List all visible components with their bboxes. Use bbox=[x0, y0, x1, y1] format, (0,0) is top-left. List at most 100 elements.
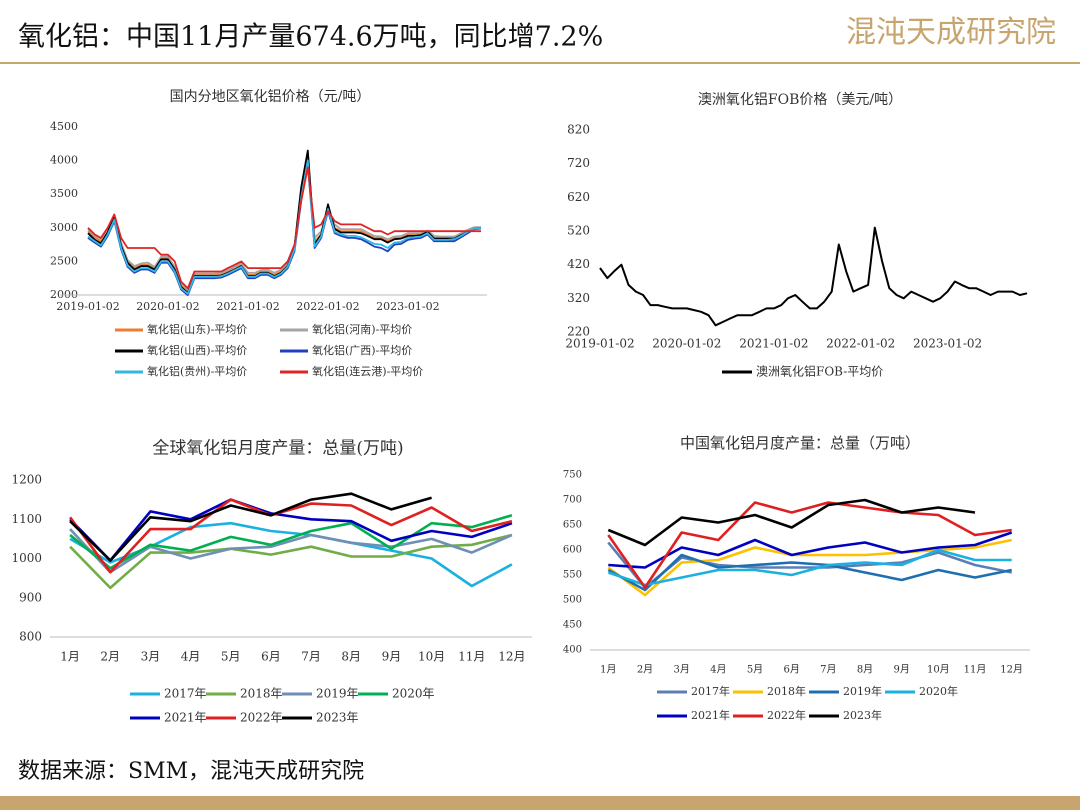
chart-title: 国内分地区氧化铝价格（元/吨） bbox=[170, 89, 371, 105]
series-line bbox=[608, 531, 1013, 569]
y-tick-label: 2500 bbox=[50, 254, 78, 267]
x-tick-label: 4月 bbox=[710, 664, 726, 676]
x-tick-label: 1月 bbox=[60, 650, 80, 664]
x-tick-label: 8月 bbox=[857, 664, 873, 676]
x-tick-label: 9月 bbox=[382, 650, 402, 664]
x-tick-label: 2023-01-02 bbox=[913, 337, 982, 351]
y-tick-label: 800 bbox=[19, 630, 42, 644]
legend-label: 2020年 bbox=[392, 687, 435, 701]
x-tick-label: 2023-01-02 bbox=[376, 300, 439, 313]
series-line bbox=[87, 156, 481, 291]
series-line bbox=[607, 538, 1012, 597]
x-tick-label: 11月 bbox=[964, 664, 987, 676]
series-line bbox=[69, 528, 513, 574]
series-line bbox=[607, 498, 976, 547]
x-tick-label: 10月 bbox=[418, 650, 445, 664]
x-tick-label: 2月 bbox=[637, 664, 653, 676]
y-tick-label: 1100 bbox=[11, 512, 42, 526]
legend-label: 氧化铝(河南)-平均价 bbox=[312, 322, 412, 336]
series-line bbox=[69, 492, 432, 562]
x-tick-label: 2020-01-02 bbox=[652, 337, 721, 351]
x-tick-label: 8月 bbox=[341, 650, 361, 664]
x-tick-label: 9月 bbox=[893, 664, 909, 676]
chart-title: 全球氧化铝月度产量：总量(万吨) bbox=[152, 439, 403, 459]
y-tick-label: 550 bbox=[563, 570, 582, 581]
y-tick-label: 720 bbox=[567, 156, 590, 170]
legend-label: 2017年 bbox=[691, 684, 730, 698]
series-line bbox=[69, 514, 513, 570]
series-line bbox=[607, 548, 1012, 587]
legend-label: 澳洲氧化铝FOB-平均价 bbox=[756, 364, 883, 379]
y-tick-label: 220 bbox=[567, 325, 590, 339]
legend-label: 2022年 bbox=[767, 708, 806, 722]
legend-label: 氧化铝(山东)-平均价 bbox=[147, 322, 247, 336]
y-tick-label: 320 bbox=[567, 291, 590, 305]
source-note: 数据来源：SMM，混沌天成研究院 bbox=[18, 759, 364, 784]
series-line bbox=[69, 533, 513, 590]
legend-label: 2021年 bbox=[164, 711, 207, 725]
series-line bbox=[69, 498, 513, 562]
series-line bbox=[87, 166, 481, 290]
slide-title: 氧化铝：中国11月产量674.6万吨，同比增7.2% bbox=[18, 22, 603, 53]
y-tick-label: 420 bbox=[567, 257, 590, 271]
y-tick-label: 1200 bbox=[11, 473, 42, 487]
y-tick-label: 520 bbox=[567, 224, 590, 238]
legend-label: 2021年 bbox=[691, 708, 730, 722]
y-tick-label: 3500 bbox=[50, 187, 78, 200]
x-tick-label: 5月 bbox=[747, 664, 763, 676]
x-tick-label: 12月 bbox=[1000, 664, 1023, 676]
y-tick-label: 700 bbox=[563, 495, 582, 506]
y-tick-label: 4500 bbox=[50, 120, 78, 133]
x-tick-label: 7月 bbox=[820, 664, 836, 676]
x-tick-label: 11月 bbox=[458, 650, 485, 664]
x-tick-label: 3月 bbox=[141, 650, 161, 664]
x-tick-label: 1月 bbox=[600, 664, 616, 676]
y-tick-label: 600 bbox=[563, 545, 582, 556]
series-line bbox=[87, 153, 481, 293]
x-tick-label: 6月 bbox=[783, 664, 799, 676]
legend-label: 2017年 bbox=[164, 687, 207, 701]
legend-label: 氧化铝(连云港)-平均价 bbox=[312, 364, 423, 378]
x-tick-label: 4月 bbox=[181, 650, 201, 664]
legend-label: 氧化铝(贵州)-平均价 bbox=[147, 364, 247, 378]
x-tick-label: 2022-01-02 bbox=[296, 300, 359, 313]
x-tick-label: 2021-01-02 bbox=[216, 300, 279, 313]
legend-label: 2018年 bbox=[767, 684, 806, 698]
y-tick-label: 1000 bbox=[11, 551, 42, 565]
x-tick-label: 2019-01-02 bbox=[56, 300, 119, 313]
series-line bbox=[87, 159, 482, 295]
legend-label: 2018年 bbox=[240, 687, 283, 701]
chart-title: 中国氧化铝月度产量：总量（万吨） bbox=[680, 434, 920, 452]
footer-band bbox=[0, 796, 1080, 810]
y-tick-label: 900 bbox=[19, 590, 42, 604]
x-tick-label: 12月 bbox=[498, 650, 525, 664]
series-line bbox=[607, 553, 1012, 592]
x-tick-label: 6月 bbox=[261, 650, 281, 664]
y-tick-label: 450 bbox=[563, 620, 582, 631]
y-tick-label: 750 bbox=[563, 470, 582, 481]
x-tick-label: 5月 bbox=[221, 650, 241, 664]
y-tick-label: 500 bbox=[563, 595, 582, 606]
y-tick-label: 820 bbox=[567, 123, 590, 137]
logo: 混沌天成研究院 bbox=[846, 15, 1056, 50]
x-tick-label: 2021-01-02 bbox=[739, 337, 808, 351]
legend-label: 2022年 bbox=[240, 711, 283, 725]
legend-label: 2020年 bbox=[919, 684, 958, 698]
series-line bbox=[607, 501, 1012, 589]
x-tick-label: 10月 bbox=[927, 664, 950, 676]
legend-label: 氧化铝(广西)-平均价 bbox=[312, 343, 412, 357]
x-tick-label: 2019-01-02 bbox=[565, 337, 634, 351]
x-tick-label: 7月 bbox=[301, 650, 321, 664]
y-tick-label: 4000 bbox=[50, 154, 78, 167]
legend-label: 氧化铝(山西)-平均价 bbox=[147, 343, 247, 357]
y-tick-label: 620 bbox=[567, 190, 590, 204]
y-tick-label: 3000 bbox=[50, 221, 78, 234]
x-tick-label: 2022-01-02 bbox=[826, 337, 895, 351]
x-tick-label: 2月 bbox=[100, 650, 120, 664]
x-tick-label: 3月 bbox=[673, 664, 689, 676]
series-line bbox=[69, 498, 513, 574]
legend-label: 2019年 bbox=[316, 687, 359, 701]
series-line bbox=[87, 163, 482, 296]
x-tick-label: 2020-01-02 bbox=[136, 300, 199, 313]
y-tick-label: 400 bbox=[563, 645, 582, 656]
